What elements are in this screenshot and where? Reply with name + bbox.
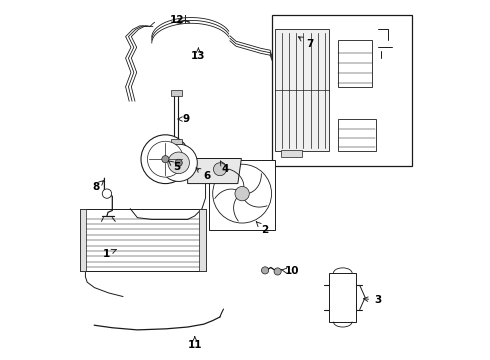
Bar — [171, 90, 181, 96]
Bar — [80, 209, 87, 271]
Text: 3: 3 — [364, 295, 381, 305]
Circle shape — [102, 189, 112, 198]
Bar — [338, 40, 372, 87]
Bar — [209, 160, 275, 230]
Circle shape — [235, 186, 249, 201]
Bar — [329, 273, 356, 321]
Text: 12: 12 — [170, 15, 184, 26]
Bar — [338, 119, 376, 151]
Text: 13: 13 — [191, 48, 206, 61]
Circle shape — [175, 159, 182, 166]
Text: 7: 7 — [298, 37, 313, 49]
Circle shape — [141, 135, 190, 184]
Bar — [199, 209, 205, 271]
Bar — [171, 139, 181, 144]
Text: 2: 2 — [256, 222, 269, 235]
Bar — [275, 30, 329, 151]
Circle shape — [213, 164, 271, 223]
Text: 4: 4 — [220, 161, 229, 174]
Circle shape — [274, 268, 281, 275]
Circle shape — [147, 141, 183, 177]
Bar — [281, 149, 302, 157]
Polygon shape — [188, 158, 242, 184]
Circle shape — [214, 163, 226, 176]
Bar — [80, 209, 205, 271]
Text: 6: 6 — [196, 168, 211, 181]
Bar — [272, 15, 412, 166]
Circle shape — [262, 267, 269, 274]
Circle shape — [162, 156, 169, 163]
Text: 5: 5 — [168, 161, 180, 172]
Text: 10: 10 — [281, 266, 299, 276]
Circle shape — [160, 144, 197, 181]
Text: 8: 8 — [93, 181, 104, 192]
Circle shape — [168, 152, 190, 174]
Text: 11: 11 — [188, 337, 202, 350]
Text: 9: 9 — [178, 114, 190, 124]
Text: 1: 1 — [103, 248, 116, 258]
